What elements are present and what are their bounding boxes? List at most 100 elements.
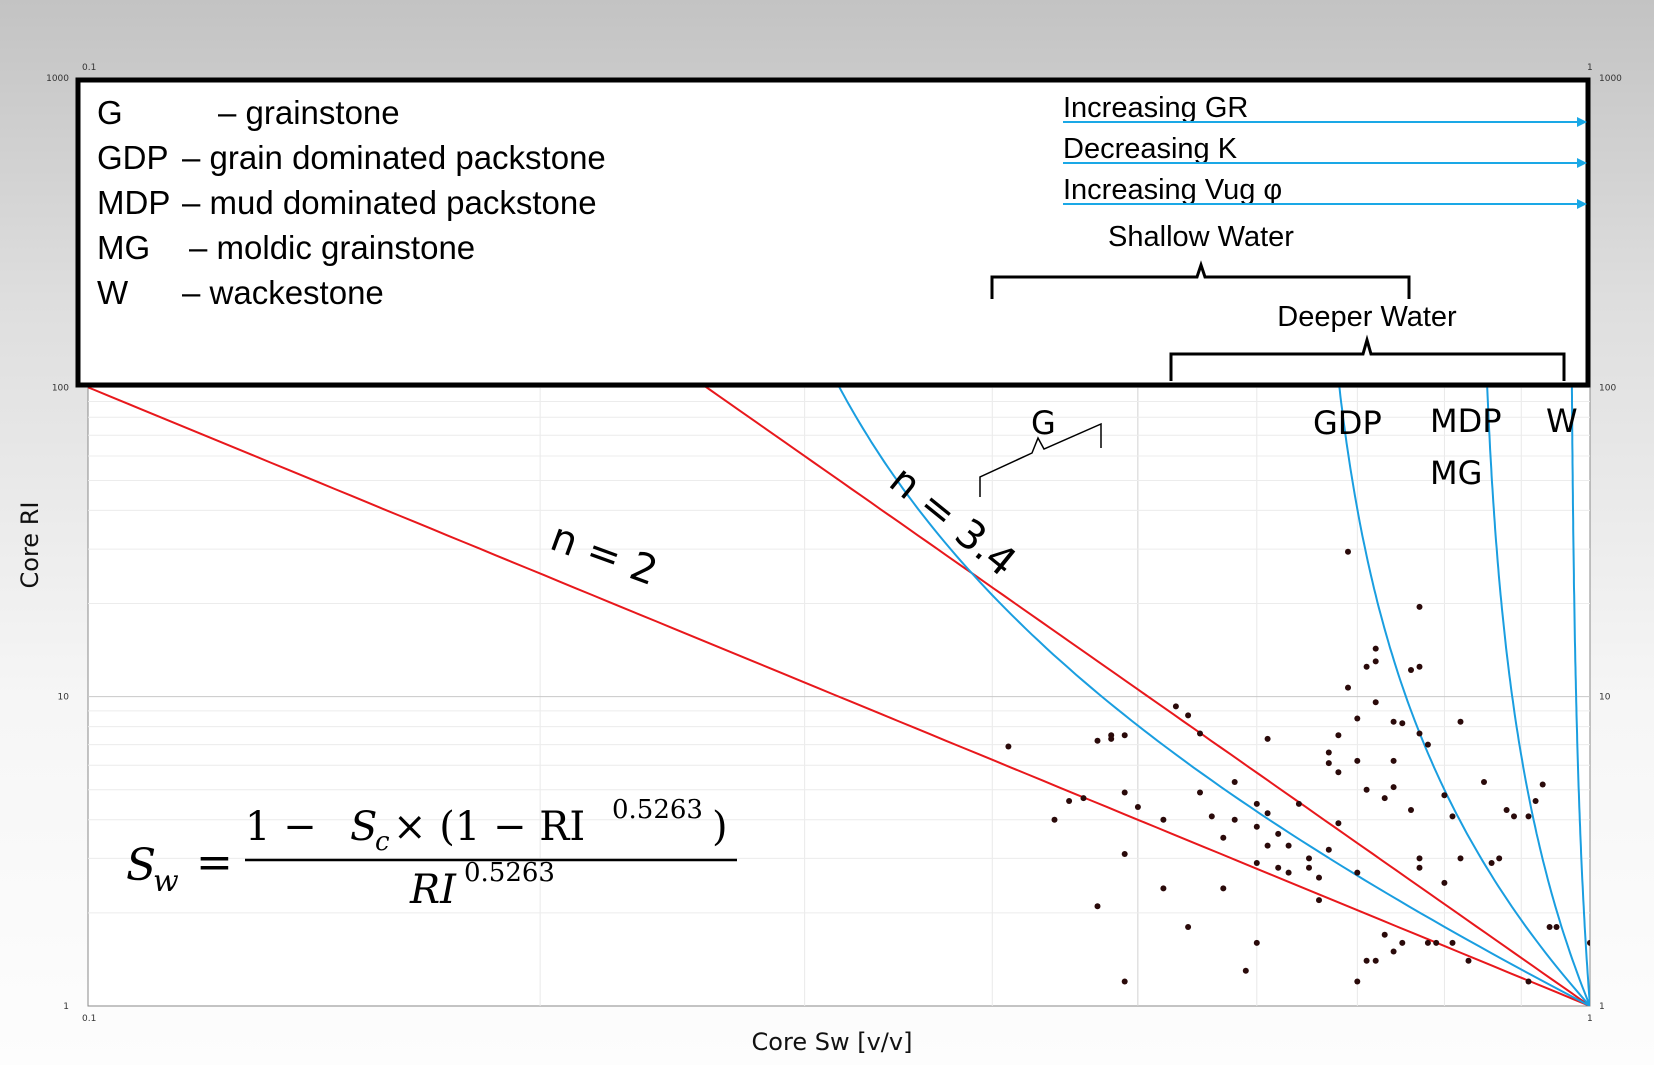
data-point (1005, 743, 1012, 750)
data-point (1325, 846, 1332, 853)
data-point (1121, 851, 1128, 857)
data-point (1532, 798, 1539, 804)
legend-desc: – mud dominated packstone (182, 184, 597, 221)
data-point (1424, 741, 1431, 748)
y-tick-label: 1 (1599, 1002, 1605, 1012)
eq-num-b: × (1 − RI (393, 804, 585, 850)
legend-box (75, 77, 1591, 388)
curve-label-mg: MG (1430, 454, 1482, 492)
eq-close: ) (712, 804, 728, 850)
y-axis: 1 10 100 1000 1 10 100 1000 (46, 74, 1622, 1012)
x-tick-label: 0.1 (82, 63, 96, 73)
data-point (1121, 732, 1128, 739)
data-point (1208, 813, 1215, 820)
data-point (1496, 855, 1503, 862)
eq-num-exp: 0.5263 (612, 795, 703, 825)
data-point (1231, 816, 1238, 823)
data-point (1253, 939, 1260, 946)
data-point (1285, 842, 1292, 849)
x-tick-label: 1 (1587, 1014, 1593, 1024)
data-point (1539, 781, 1546, 788)
legend-desc: – grain dominated packstone (182, 139, 606, 176)
y-tick-label: 100 (52, 383, 69, 393)
data-point (1408, 807, 1414, 813)
data-point (1416, 730, 1423, 737)
data-point (1172, 703, 1179, 710)
data-point (1264, 735, 1271, 742)
data-point (1408, 667, 1414, 673)
data-point (1363, 786, 1370, 793)
data-point (1381, 795, 1388, 802)
data-point (1372, 658, 1379, 665)
data-point (1080, 795, 1087, 802)
trend-label: Increasing GR (1063, 92, 1248, 124)
data-point (1546, 924, 1553, 930)
data-point (1363, 663, 1370, 670)
trend-label: Increasing Vug φ (1063, 174, 1282, 206)
y-tick-label: 1000 (1599, 74, 1622, 84)
data-point (1275, 830, 1282, 837)
legend: G – grainstone GDP – grain dominated pac… (75, 77, 1591, 388)
data-point (1553, 924, 1560, 930)
data-point (1108, 735, 1115, 742)
curve-label-mdp: MDP (1430, 402, 1502, 440)
eq-den-exp: 0.5263 (464, 858, 555, 888)
deeper-water-label: Deeper Water (1277, 301, 1457, 333)
data-point (1253, 860, 1260, 866)
data-point (1381, 931, 1388, 938)
data-point (1416, 663, 1423, 670)
legend-abbr: GDP (97, 139, 169, 176)
legend-desc: – moldic grainstone (189, 229, 475, 266)
data-point (1354, 715, 1361, 722)
data-point (1481, 779, 1487, 785)
data-point (1441, 879, 1448, 886)
data-point (1197, 730, 1203, 737)
trend-label: Decreasing K (1063, 133, 1238, 165)
data-point (1197, 789, 1203, 796)
data-point (1390, 948, 1397, 955)
data-point (1488, 860, 1495, 866)
data-point (1354, 869, 1361, 876)
data-point (1372, 645, 1379, 652)
data-point (1363, 957, 1370, 964)
data-point (1449, 939, 1456, 946)
data-point (1441, 792, 1448, 799)
equation: S w = 1 − S c × (1 − RI 0.5263 ) RI 0.52… (126, 795, 737, 913)
data-point (1511, 813, 1517, 820)
data-points (1005, 548, 1590, 985)
data-point (1433, 939, 1440, 946)
eq-sc-sub: c (375, 827, 390, 857)
legend-abbr: MDP (97, 184, 170, 221)
curve-label-g: G (1031, 404, 1056, 442)
x-tick-label: 0.1 (82, 1014, 96, 1024)
x-axis: 0.1 1 0.1 1 (82, 63, 1593, 1024)
y-tick-label: 1000 (46, 74, 69, 84)
shallow-water-label: Shallow Water (1108, 221, 1294, 253)
data-point (1160, 885, 1167, 892)
data-point (1306, 864, 1312, 871)
data-point (1372, 699, 1379, 706)
data-point (1185, 712, 1192, 719)
data-point (1264, 810, 1271, 817)
curve-label-gdp: GDP (1313, 404, 1382, 442)
data-point (1345, 548, 1351, 555)
y-tick-label: 100 (1599, 383, 1616, 393)
data-point (1416, 864, 1423, 871)
data-point (1134, 804, 1141, 810)
data-point (1264, 842, 1271, 849)
data-point (1231, 779, 1238, 785)
data-point (1335, 820, 1342, 827)
x-axis-title: Core Sw [v/v] (752, 1028, 913, 1056)
data-point (1335, 769, 1342, 776)
legend-abbr: G (97, 94, 123, 131)
shallow-water-bracket (990, 260, 1411, 299)
data-point (1449, 813, 1456, 820)
data-point (1465, 957, 1472, 964)
data-point (1390, 718, 1397, 725)
data-point (1345, 684, 1351, 691)
eq-num-a: 1 − (245, 804, 317, 850)
data-point (1587, 939, 1590, 946)
eq-sc: S (350, 804, 377, 850)
data-point (1051, 816, 1058, 823)
